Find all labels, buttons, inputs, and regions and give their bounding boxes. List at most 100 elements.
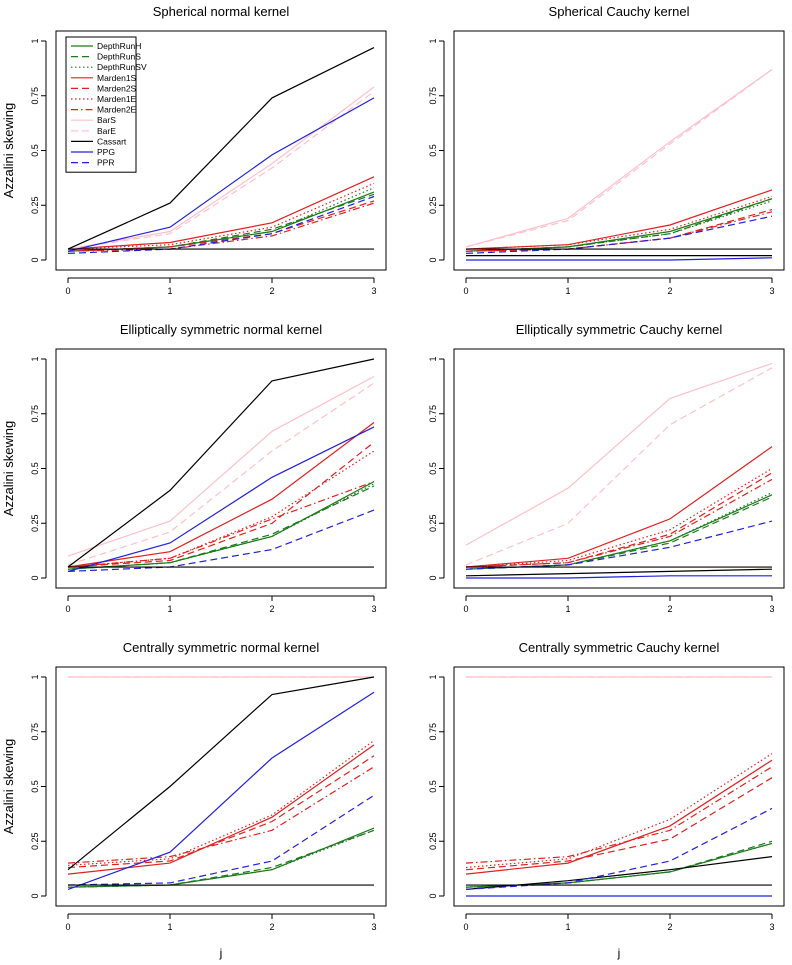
x-tick-label: 2 <box>269 286 274 296</box>
y-tick-label: 0.5 <box>428 780 438 793</box>
x-tick-label: 3 <box>769 922 774 932</box>
series-line-ppg <box>466 257 773 261</box>
y-tick-label: 0.5 <box>428 462 438 475</box>
series-line-marden1e <box>465 753 773 869</box>
panel-title: Elliptically symmetric normal kernel <box>120 322 322 337</box>
y-tick-label: 0.25 <box>30 832 40 850</box>
y-tick-label: 0 <box>428 893 438 898</box>
x-tick-label: 0 <box>65 604 70 614</box>
series-line-depthrunh <box>465 494 773 570</box>
x-tick-label: 1 <box>565 922 570 932</box>
series-line-marden2e <box>465 211 773 252</box>
x-tick-label: 3 <box>371 922 376 932</box>
y-tick-label: 0.75 <box>30 405 40 423</box>
legend-label-ppg: PPG <box>97 147 115 157</box>
y-tick-label: 0.25 <box>428 832 438 850</box>
panel-4: Elliptically symmetric Cauchy kernel 0 0.2… <box>428 322 785 614</box>
series-line-cassart <box>67 358 375 568</box>
series-line-marden1s <box>465 759 773 875</box>
panel-6: Centrally symmetric Cauchy kernel 0 0.25 0.… <box>428 640 785 960</box>
y-tick-label: 0 <box>30 893 40 898</box>
series-line-depthruns <box>67 829 375 888</box>
y-tick-label: 1 <box>428 38 438 43</box>
legend-label-depthruns: DepthRunS <box>97 52 141 62</box>
x-tick-label: 2 <box>667 604 672 614</box>
legend-label-marden2s: Marden2S <box>97 83 137 93</box>
x-tick-label: 2 <box>667 286 672 296</box>
legend-label-cassart: Cassart <box>97 136 127 146</box>
legend-box <box>65 36 137 173</box>
series-line-bare <box>465 367 773 566</box>
y-tick-label: 0.25 <box>30 514 40 532</box>
panel-title: Spherical normal kernel <box>153 4 290 19</box>
series-line-marden2s <box>465 472 773 568</box>
x-tick-label: 0 <box>463 286 468 296</box>
series-line-marden2s <box>465 209 773 252</box>
y-tick-label: 0.75 <box>428 405 438 423</box>
series-line-depthrunsv <box>465 200 773 252</box>
series-line-ppr <box>465 520 773 570</box>
panel-title: Elliptically symmetric Cauchy kernel <box>516 322 723 337</box>
x-tick-label: 2 <box>269 922 274 932</box>
plot-frame <box>55 348 387 589</box>
series-line-depthrunh <box>465 198 773 252</box>
series-line-cassart <box>465 568 773 577</box>
series-line-ppr <box>67 195 375 254</box>
y-tick-label: 1 <box>428 356 438 361</box>
series-line-marden2s <box>67 755 375 869</box>
legend-label-bare: BarE <box>97 126 116 136</box>
series-line-bars <box>67 375 375 557</box>
series-line-marden1e <box>67 740 375 866</box>
legend-label-ppr: PPR <box>97 158 114 168</box>
x-tick-label: 0 <box>65 286 70 296</box>
y-tick-label: 1 <box>30 356 40 361</box>
series-line-cassart <box>67 676 375 871</box>
panel-5: Centrally symmetric normal kernel 0 0.25 0.… <box>1 640 387 960</box>
series-line-depthrunsv <box>465 842 773 888</box>
legend-label-marden2e: Marden2E <box>97 105 137 115</box>
series-line-cassart <box>67 47 375 250</box>
series-line-ppg <box>466 575 772 579</box>
y-tick-label: 0.25 <box>428 196 438 214</box>
x-tick-label: 2 <box>667 922 672 932</box>
plot-frame <box>55 666 387 907</box>
x-tick-label: 2 <box>269 604 274 614</box>
x-tick-label: 0 <box>463 922 468 932</box>
y-tick-label: 0 <box>428 257 438 262</box>
legend-label-marden1s: Marden1S <box>97 73 137 83</box>
y-axis-label: Azzalini skewing <box>1 103 16 198</box>
series-line-marden2s <box>465 777 773 871</box>
series-line-depthruns <box>465 840 773 888</box>
y-tick-label: 0 <box>428 575 438 580</box>
series-line-depthruns <box>465 198 773 252</box>
legend: DepthRunHDepthRunSDepthRunSVMarden1SMard… <box>65 36 147 173</box>
series-line-depthrunh <box>67 481 375 570</box>
series-line-depthruns <box>465 496 773 570</box>
plot-frame <box>55 30 387 271</box>
legend-label-bars: BarS <box>97 115 116 125</box>
y-axis-label: Azzalini skewing <box>1 421 16 516</box>
series-line-depthrunsv <box>67 829 375 888</box>
x-tick-label: 1 <box>565 604 570 614</box>
series-line-marden2s <box>67 441 375 568</box>
y-tick-label: 0.5 <box>30 780 40 793</box>
y-tick-label: 1 <box>428 674 438 679</box>
x-axis-label: j <box>219 946 223 960</box>
series-line-marden1s <box>67 176 375 250</box>
x-tick-label: 0 <box>65 922 70 932</box>
series-line-depthrunsv <box>67 187 375 252</box>
series-line-bare <box>67 382 375 566</box>
y-tick-label: 0.25 <box>428 514 438 532</box>
panel-2: Spherical Cauchy kernel 0 0.25 0.5 0.75 1 0 1 2 3 <box>428 4 785 296</box>
series-line-marden2e <box>67 481 375 568</box>
y-axis-label: Azzalini skewing <box>1 739 16 834</box>
x-tick-label: 3 <box>371 604 376 614</box>
y-tick-label: 1 <box>30 38 40 43</box>
series-line-bare <box>67 90 375 250</box>
panel-3: Elliptically symmetric normal kernel 0 0.2… <box>1 322 387 614</box>
series-line-ppg <box>67 691 375 890</box>
series-line-marden1s <box>465 189 773 250</box>
series-line-bars <box>67 86 375 250</box>
series-line-marden2e <box>465 478 773 568</box>
legend-label-depthrunh: DepthRunH <box>97 41 141 51</box>
